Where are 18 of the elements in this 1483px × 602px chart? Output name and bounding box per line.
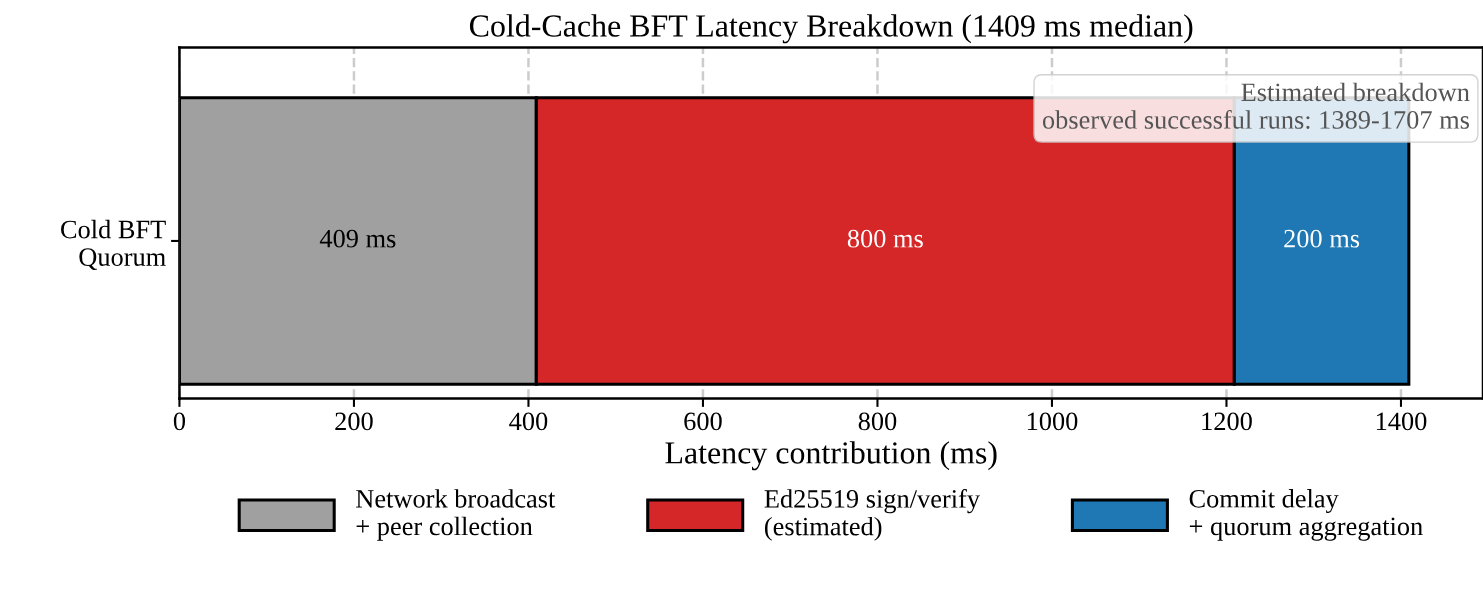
- y-tick-label: Cold BFT Quorum: [61, 219, 166, 271]
- x-tick-label: 200: [335, 412, 373, 431]
- x-tick-label: 1400: [1376, 412, 1427, 431]
- legend-label: Ed25519 sign/verify (estimated): [764, 488, 980, 541]
- legend-label: Commit delay + quorum aggregation: [1189, 489, 1423, 541]
- x-tick-label: 600: [684, 412, 722, 431]
- data-label: 800 ms: [847, 229, 923, 248]
- x-tick-label: 400: [509, 412, 548, 431]
- x-tick-label: 1000: [1027, 412, 1078, 431]
- data-label: 409 ms: [319, 229, 396, 248]
- annotation: Estimated breakdown observed successful runs: 1389-1707 ms: [1042, 82, 1470, 129]
- x-tick-label: 800: [858, 412, 897, 431]
- x-axis-title: Latency contribution (ms): [665, 441, 997, 471]
- chart-title: Cold-Cache BFT Latency Breakdown (1409 ms median): [469, 14, 1193, 44]
- data-label: 200 ms: [1284, 229, 1360, 248]
- legend-label: Network broadcast + peer collection: [356, 489, 556, 541]
- x-tick-label: 0: [173, 412, 186, 431]
- x-tick-label: 1200: [1202, 412, 1252, 431]
